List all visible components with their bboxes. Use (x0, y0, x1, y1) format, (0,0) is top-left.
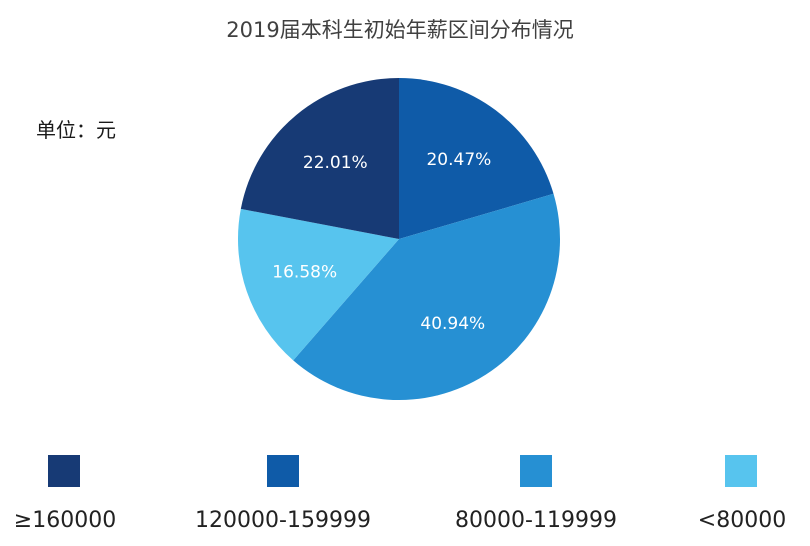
legend-label-120000-159999: 120000-159999 (195, 508, 371, 533)
legend-swatch-120000-159999 (267, 455, 299, 487)
legend-label-ge160000: ≥160000 (13, 508, 117, 533)
pie-slice (237, 208, 399, 361)
slice-value-label: 16.58% (272, 263, 337, 283)
pie-slice (399, 78, 554, 239)
unit-label: 单位：元 (36, 118, 116, 142)
legend-label-lt80000: <80000 (697, 508, 787, 533)
slice-value-label: 20.47% (426, 150, 491, 170)
legend-swatch-ge160000 (48, 455, 80, 487)
legend-label-80000-119999: 80000-119999 (455, 508, 617, 533)
chart-title: 2019届本科生初始年薪区间分布情况 (226, 18, 574, 42)
slice-value-label: 40.94% (420, 314, 485, 334)
pie-slice (293, 193, 560, 401)
slice-value-label: 22.01% (303, 153, 368, 173)
legend-swatch-lt80000 (725, 455, 757, 487)
legend-swatch-80000-119999 (520, 455, 552, 487)
pie-slice (240, 77, 399, 239)
